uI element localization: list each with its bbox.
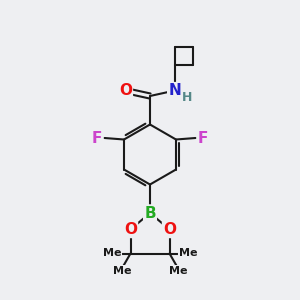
Text: Me: Me <box>103 248 121 259</box>
Text: B: B <box>144 206 156 220</box>
Text: F: F <box>198 130 208 146</box>
Text: O: O <box>119 83 132 98</box>
Text: Me: Me <box>169 266 187 276</box>
Text: Me: Me <box>179 248 197 259</box>
Text: Me: Me <box>113 266 131 276</box>
Text: F: F <box>92 130 102 146</box>
Text: O: O <box>163 222 176 237</box>
Text: H: H <box>182 91 192 104</box>
Text: O: O <box>124 222 137 237</box>
Text: N: N <box>168 83 181 98</box>
